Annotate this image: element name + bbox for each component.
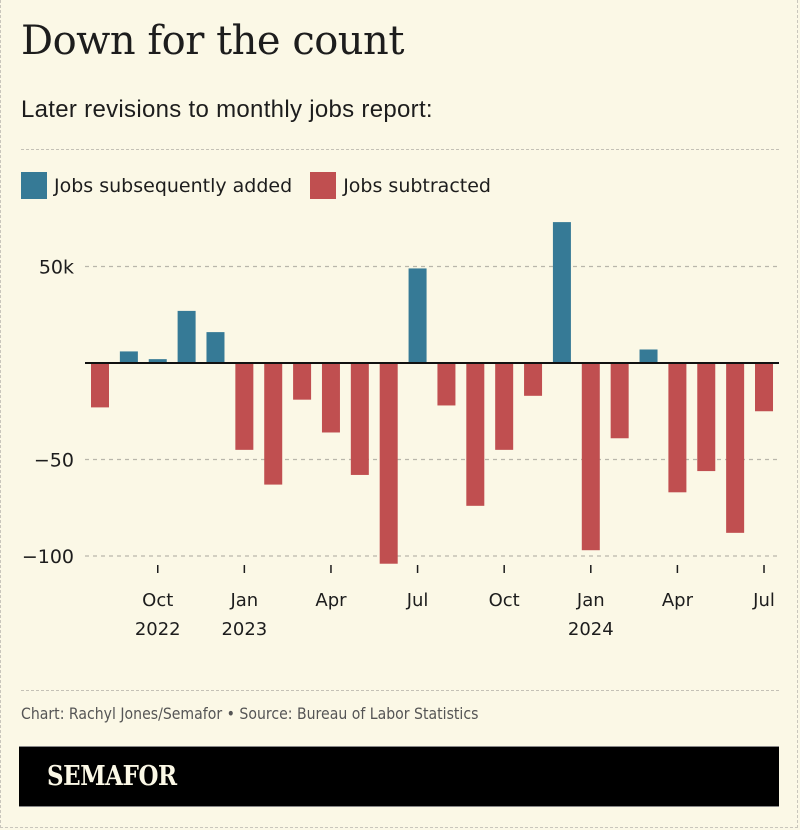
gridlines [85,265,779,557]
bar [206,332,225,363]
x-axis: Oct 2022 Jan 2023 Apr Jul Oct Jan 2024 Apr Jul [135,565,775,640]
bar [408,268,427,363]
x-tick-label: Jul [406,590,429,611]
x-tick-label: Jan [576,590,605,611]
bar [552,222,571,363]
bar [726,363,745,533]
bar [697,363,716,472]
bar [437,363,456,406]
legend-swatch-added [21,172,47,199]
y-axis-labels: 50k −50 −100 [22,257,74,569]
bar [293,363,312,400]
legend-label-added: Jobs subsequently added [54,174,293,197]
semafor-logo: SEMAFOR [47,761,177,792]
x-tick-label: Oct [489,590,520,611]
bar [581,363,600,551]
x-tick-label: Jan [229,590,258,611]
y-tick-label: 50k [39,257,74,279]
bars [91,222,774,564]
bar [495,363,514,450]
legend-item-added: Jobs subsequently added [21,172,292,199]
x-tick-year-label: 2023 [221,619,267,640]
y-tick-label: −100 [22,546,74,568]
legend-swatch-subtracted [310,172,337,199]
legend: Jobs subsequently added Jobs subtracted [21,172,509,199]
footer-divider [21,690,779,691]
chart-title: Down for the count [21,18,404,64]
bar-chart: 50k −50 −100 Oct 2022 Jan 2023 Apr Jul Oct Jan 202… [22,222,779,640]
bar [177,310,196,363]
bar [524,363,543,396]
bar [379,363,398,564]
brand-bar: SEMAFOR [19,746,779,807]
x-tick-year-label: 2022 [135,619,181,640]
bar [148,359,167,363]
legend-item-subtracted: Jobs subtracted [310,172,491,199]
bar [119,351,138,363]
header-divider [21,149,779,150]
bar [235,363,254,450]
x-tick-label: Apr [315,590,347,611]
x-tick-label: Apr [662,590,694,611]
bar [264,363,283,485]
bar [668,363,687,493]
bar [610,363,629,439]
x-tick-label: Oct [142,590,173,611]
chart-subtitle: Later revisions to monthly jobs report: [21,96,433,123]
y-tick-label: −50 [34,450,74,472]
chart-credit: Chart: Rachyl Jones/Semafor • Source: Bu… [21,704,479,723]
bar [755,363,774,412]
bar [639,349,658,363]
bar [350,363,369,475]
bar [466,363,485,506]
x-tick-label: Jul [752,590,775,611]
legend-label-subtracted: Jobs subtracted [343,174,491,197]
bar [91,363,109,408]
x-tick-year-label: 2024 [568,619,614,640]
bar [321,363,340,433]
